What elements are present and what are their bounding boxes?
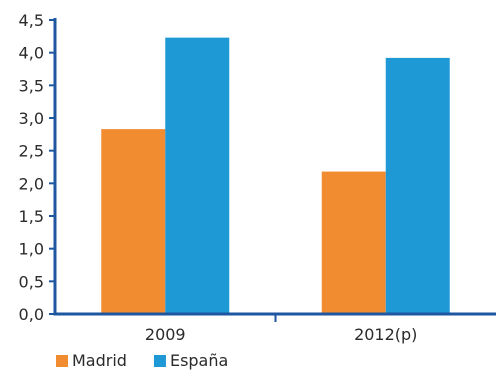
- legend-label: España: [170, 351, 228, 370]
- y-tick-label: 0,0: [19, 305, 44, 324]
- legend-swatch: [153, 355, 166, 367]
- y-tick-label: 3,0: [19, 109, 44, 128]
- legend: Madrid España: [56, 351, 228, 370]
- bar-madrid-2012p: [321, 171, 386, 314]
- y-tick-label: 0,5: [19, 272, 44, 291]
- bar-madrid-2009: [101, 129, 166, 314]
- y-tick-label: 3,5: [19, 76, 44, 95]
- y-axis: 0,0 0,5 1,0 1,5 2,0 2,5 3,0 3,5 4,0 4,5: [19, 11, 57, 324]
- x-axis: 2009 2012(p): [53, 312, 496, 344]
- x-tick-label: 2012(p): [354, 325, 417, 344]
- y-tick-label: 1,5: [19, 207, 44, 226]
- x-tick-label: 2009: [145, 325, 186, 344]
- y-tick-label: 4,0: [19, 44, 44, 63]
- bar-españa-2012p: [385, 57, 450, 314]
- y-tick-label: 2,0: [19, 174, 44, 193]
- bars: [101, 37, 450, 314]
- y-tick-label: 2,5: [19, 142, 44, 161]
- y-tick-label: 4,5: [19, 11, 44, 30]
- y-tick-label: 1,0: [19, 240, 44, 259]
- legend-swatch: [56, 355, 68, 367]
- bar-españa-2009: [165, 37, 230, 314]
- legend-label: Madrid: [72, 351, 127, 370]
